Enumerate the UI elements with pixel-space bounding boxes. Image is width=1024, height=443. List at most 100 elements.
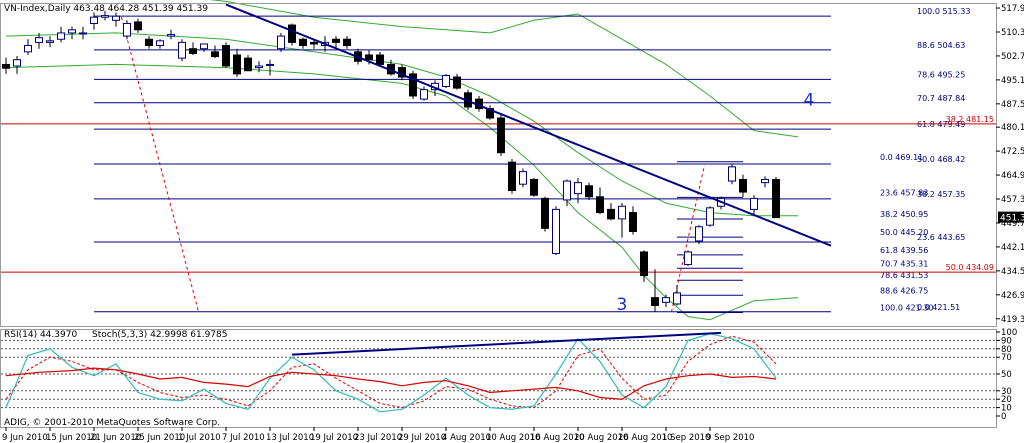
price-tick-label: 464.90 — [1001, 171, 1024, 181]
bull-candle-body — [420, 89, 428, 100]
bear-candle-body — [640, 251, 648, 277]
fib-level-label: 78.6 495.25 — [917, 70, 965, 79]
stoch-label: Stoch(5,3,3) 42.9998 61.9785 — [92, 330, 227, 340]
candle — [35, 32, 43, 49]
bull-candle-body — [519, 171, 527, 185]
candle — [233, 48, 241, 78]
fib-level-label: 70.7 435.31 — [880, 259, 928, 268]
price-tick-label: 487.50 — [1001, 100, 1024, 110]
candle — [442, 73, 450, 89]
candle — [2, 57, 10, 74]
date-tick-label: 10 Aug 2010 — [486, 433, 540, 443]
candle — [156, 39, 164, 49]
candle — [343, 36, 351, 49]
fib-level-label: 100.0 515.33 — [917, 7, 970, 16]
candle — [574, 177, 582, 204]
candle — [662, 294, 670, 308]
wave-label: 3 — [617, 295, 628, 315]
indicator-tick-label: 30 — [1001, 387, 1012, 397]
bear-candle-body — [244, 57, 252, 72]
bull-candle-body — [178, 41, 186, 59]
candle — [90, 12, 98, 30]
bull-candle-body — [662, 297, 670, 303]
indicator-tick-label: 100 — [1001, 328, 1017, 338]
bull-candle-body — [90, 16, 98, 24]
bull-candle-body — [112, 15, 120, 21]
candle — [453, 73, 461, 90]
candle — [178, 39, 186, 62]
indicator-tick-label: 20 — [1001, 395, 1012, 405]
candle — [123, 20, 131, 40]
chart-frame: 517.90 510.30 502.70 495.10 487.50 480.10 472.… — [0, 3, 1024, 443]
candle — [112, 12, 120, 27]
bear-candle-body — [530, 178, 538, 196]
bear-candle-body — [585, 185, 593, 198]
bear-candle-body — [211, 51, 219, 58]
stochastic-signal-line — [5, 335, 777, 409]
candle — [398, 64, 406, 81]
candle — [684, 250, 692, 267]
date-tick-label: 1 Jul 2010 — [178, 433, 221, 443]
candle — [486, 105, 494, 120]
stochastic-main-line — [5, 333, 777, 413]
chart-title: VN-Index,Daily 463.48 464.28 451.39 451.… — [4, 4, 208, 14]
resistance-trendline — [225, 3, 832, 247]
fib-level-label: 38.2 450.95 — [880, 210, 928, 219]
fib-level-label: 88.6 426.75 — [880, 286, 928, 295]
indicator-tick-label: 50 — [1001, 370, 1012, 380]
candle — [101, 10, 109, 21]
candle — [134, 18, 142, 33]
price-tick-label: 517.90 — [1001, 4, 1024, 14]
candle — [200, 43, 208, 52]
bear-candle-body — [739, 178, 747, 193]
candle — [145, 36, 153, 49]
candle — [530, 177, 538, 197]
bull-candle-body — [24, 45, 32, 53]
indicator-pane-border — [0, 329, 997, 428]
candle — [585, 182, 593, 200]
fib-level-label: 0.0 421.51 — [917, 303, 960, 312]
fib-level-label: 61.8 439.56 — [880, 246, 928, 255]
candle — [79, 26, 87, 40]
price-tick-label: 434.50 — [1001, 267, 1024, 277]
candle — [695, 225, 703, 245]
date-tick-label: 23 Jul 2010 — [354, 433, 402, 443]
bollinger-middle-line — [5, 32, 798, 217]
candle — [211, 45, 219, 59]
price-tick-label: 472.50 — [1001, 147, 1024, 157]
major-level-label: 38.2 481.15 — [946, 115, 994, 124]
bear-candle-body — [134, 21, 142, 31]
fib-level-label: 100.0 421.30 — [880, 303, 933, 312]
price-tick-label: 480.10 — [1001, 123, 1024, 133]
indicator-tick-label: 80 — [1001, 345, 1012, 355]
projection-line — [121, 17, 199, 312]
bear-candle-body — [365, 54, 373, 61]
price-tick-label: 510.30 — [1001, 28, 1024, 38]
candle — [68, 26, 76, 40]
bear-candle-body — [332, 38, 340, 43]
fib-level-label: 88.6 504.63 — [917, 41, 965, 50]
fib-level-label: 50.0 468.42 — [917, 155, 965, 164]
fib-level-label: 0.0 469.11 — [880, 153, 923, 162]
candle — [57, 26, 65, 43]
bull-candle-body — [156, 40, 164, 47]
price-tick-label: 419.30 — [1001, 315, 1024, 325]
bull-candle-body — [673, 292, 681, 305]
fib-level-label: 23.6 457.83 — [880, 188, 928, 197]
bear-candle-body — [145, 38, 153, 47]
bear-candle-body — [2, 63, 10, 69]
candle — [497, 114, 505, 156]
price-tick-label: 502.70 — [1001, 52, 1024, 62]
candle — [266, 59, 274, 76]
bull-candle-body — [750, 197, 758, 210]
last-price-background — [998, 211, 1024, 223]
candle — [409, 70, 417, 100]
candle — [332, 36, 340, 49]
bull-candle-body — [200, 43, 208, 50]
bull-candle-body — [442, 74, 450, 88]
fib-level-label: 78.6 431.53 — [880, 271, 928, 280]
candle — [629, 206, 637, 235]
bollinger-upper-line — [209, 0, 799, 138]
fib-level-label: 50.0 445.20 — [880, 228, 928, 237]
candle — [739, 174, 747, 197]
